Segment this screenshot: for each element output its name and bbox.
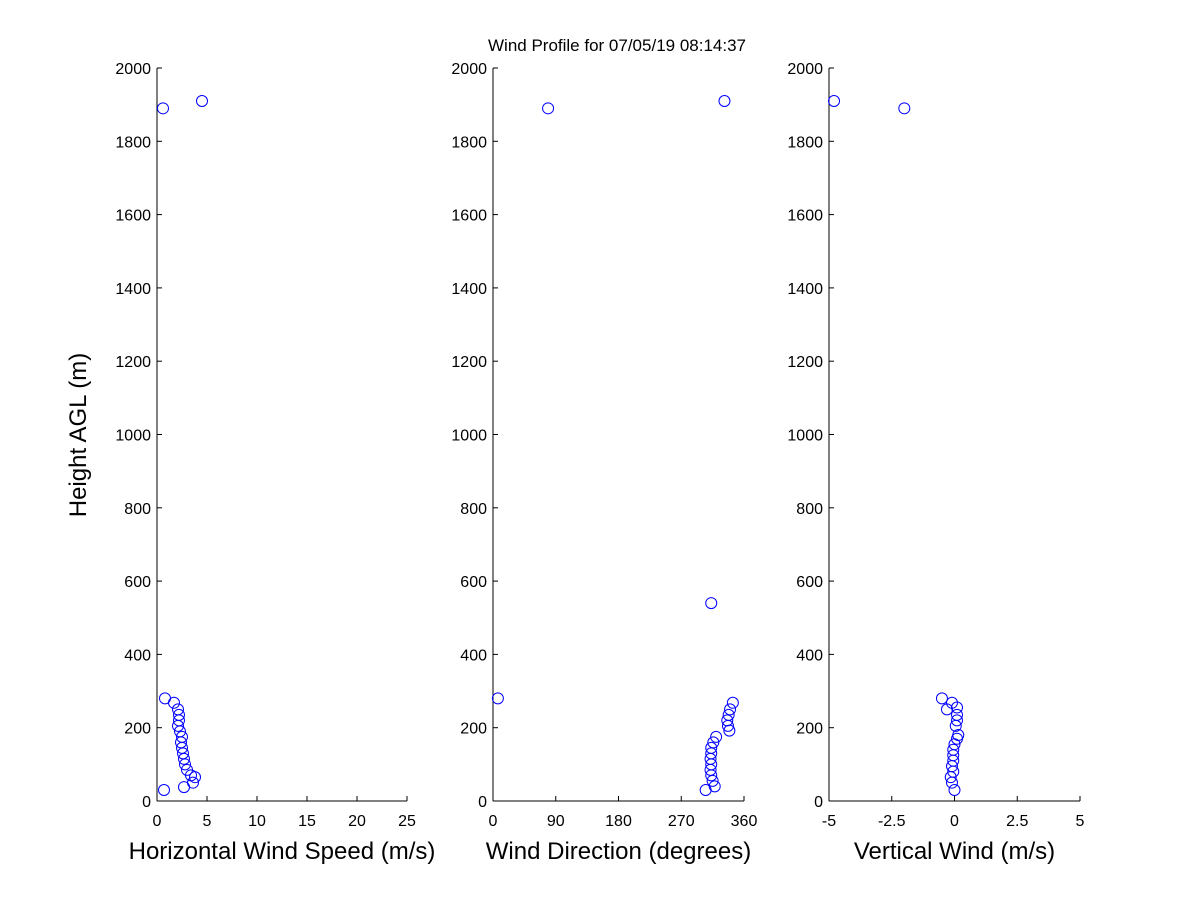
data-point (723, 724, 736, 737)
x-tick-label: 10 (248, 813, 266, 830)
data-point (168, 696, 180, 709)
data-point (179, 758, 191, 771)
data-point (542, 102, 555, 115)
y-tick-label: 1600 (451, 208, 487, 225)
y-tick-label: 400 (796, 647, 823, 664)
data-point (724, 703, 737, 716)
x-tick-label: 0 (489, 813, 498, 830)
y-tick-label: 800 (460, 501, 487, 518)
x-tick-label: 20 (348, 813, 366, 830)
y-tick-label: 2000 (115, 61, 151, 78)
x-tick-label: 5 (1076, 813, 1085, 830)
x-tick-label: 180 (605, 813, 632, 830)
x-axis-title: Wind Direction (degrees) (486, 838, 751, 865)
data-point (491, 692, 504, 705)
y-tick-label: 800 (796, 501, 823, 518)
x-tick-label: 5 (203, 813, 212, 830)
data-point (178, 752, 190, 765)
y-tick-label: 1400 (115, 281, 151, 298)
panel-2: 0 200 400 600 800 1000 1200 1400 1600 1800 2000 0 90… (451, 61, 757, 865)
x-tick-label: -5 (822, 813, 836, 830)
y-tick-label: 1200 (115, 354, 151, 371)
data-point (951, 732, 964, 745)
y-tick-label: 1800 (787, 134, 823, 151)
y-tick-label: 1800 (451, 134, 487, 151)
y-tick-label: 1600 (115, 208, 151, 225)
y-tick-label: 800 (124, 501, 151, 518)
x-tick-label: 360 (731, 813, 758, 830)
y-tick-label: 1200 (451, 354, 487, 371)
data-point (944, 771, 957, 784)
y-axis-title: Height AGL (m) (65, 353, 92, 518)
data-point (898, 102, 911, 115)
x-tick-label: 270 (668, 813, 695, 830)
data-point (189, 771, 201, 784)
x-axis-title: Horizontal Wind Speed (m/s) (129, 838, 436, 865)
data-point (705, 597, 718, 610)
y-tick-label: 1000 (451, 428, 487, 445)
data-point (935, 692, 948, 705)
data-point (726, 696, 739, 709)
data-point (196, 94, 208, 107)
x-tick-label: 25 (398, 813, 416, 830)
data-point (699, 784, 712, 797)
panel-1: 0 200 400 600 800 1000 1200 1400 1600 1800 2000 0 5 1… (115, 61, 435, 865)
data-point (718, 94, 731, 107)
y-tick-label: 1000 (787, 428, 823, 445)
data-point (951, 714, 964, 727)
y-tick-label: 2000 (787, 61, 823, 78)
data-point (945, 776, 958, 789)
x-axis-title: Vertical Wind (m/s) (854, 838, 1055, 865)
y-tick-label: 200 (796, 721, 823, 738)
y-tick-label: 400 (124, 647, 151, 664)
data-point (172, 719, 184, 732)
y-tick-label: 200 (460, 721, 487, 738)
y-tick-label: 200 (124, 721, 151, 738)
y-tick-label: 1600 (787, 208, 823, 225)
y-tick-label: 0 (142, 794, 151, 811)
data-point (721, 719, 734, 732)
y-tick-label: 1800 (115, 134, 151, 151)
data-point (951, 701, 964, 714)
x-tick-label: 15 (298, 813, 316, 830)
panel-3: 0 200 400 600 800 1000 1200 1400 1600 1800 2000 -5 -… (787, 61, 1084, 865)
figure-title: Wind Profile for 07/05/19 08:14:37 (488, 36, 746, 55)
y-tick-label: 0 (814, 794, 823, 811)
y-tick-label: 1400 (787, 281, 823, 298)
y-tick-label: 1000 (115, 428, 151, 445)
y-tick-label: 1400 (451, 281, 487, 298)
y-tick-label: 400 (460, 647, 487, 664)
x-tick-label: 2.5 (1006, 813, 1028, 830)
data-point (158, 784, 170, 797)
data-point (828, 94, 841, 107)
x-tick-label: 0 (950, 813, 959, 830)
y-tick-label: 1200 (787, 354, 823, 371)
data-point (705, 769, 718, 782)
x-tick-label: 90 (547, 813, 565, 830)
x-tick-label: -2.5 (878, 813, 906, 830)
data-point (948, 784, 961, 797)
data-point (940, 703, 953, 716)
data-point (178, 781, 190, 794)
data-point (706, 774, 719, 787)
data-point (157, 102, 169, 115)
data-point (710, 730, 723, 743)
y-tick-label: 2000 (451, 61, 487, 78)
y-tick-label: 0 (478, 794, 487, 811)
x-tick-label: 0 (153, 813, 162, 830)
data-point (949, 719, 962, 732)
y-tick-label: 600 (124, 574, 151, 591)
y-tick-label: 600 (796, 574, 823, 591)
y-tick-label: 600 (460, 574, 487, 591)
